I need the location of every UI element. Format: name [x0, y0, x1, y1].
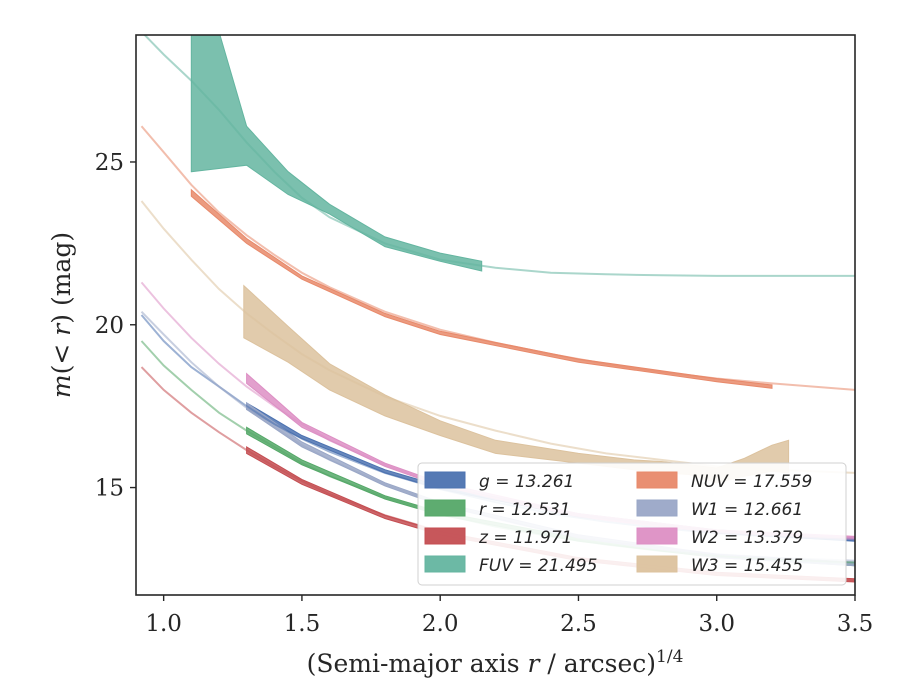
x-tick-label: 3.5: [837, 611, 874, 637]
curve-fuv: [143, 35, 855, 277]
legend: g = 13.261 r = 12.531 z = 11.971 FUV = 21.4…: [417, 462, 847, 586]
x-tick-label: 2.5: [560, 611, 597, 637]
y-tick-label: 25: [95, 150, 124, 176]
legend-label-r: r = 12.531: [479, 500, 571, 520]
band-fuv: [190, 35, 483, 272]
legend-label-nuv: NUV = 17.559: [691, 472, 812, 492]
band-nuv: [190, 188, 773, 389]
y-axis-label: m(< r) (mag): [47, 232, 76, 398]
plot-frame: [135, 34, 856, 596]
legend-swatch-z: [424, 527, 466, 545]
y-axis-ticks: 15 20 25: [95, 150, 136, 502]
legend-label-fuv: FUV = 21.495: [479, 556, 597, 576]
legend-swatch-w1: [636, 499, 678, 517]
legend-label-w1: W1 = 12.661: [691, 500, 803, 520]
legend-label-z: z = 11.971: [478, 528, 572, 548]
legend-label-w2: W2 = 13.379: [691, 528, 803, 548]
y-tick-label: 20: [95, 313, 124, 339]
legend-swatch-r: [424, 499, 466, 517]
curve-nuv: [140, 125, 855, 391]
band-w1: [246, 401, 855, 567]
band-g: [246, 402, 855, 542]
x-axis-ticks: 1.0 1.5 2.0 2.5 3.0 3.5: [145, 595, 873, 637]
legend-swatch-g: [424, 471, 466, 489]
legend-label-w3: W3 = 15.455: [691, 556, 803, 576]
x-tick-label: 3.0: [698, 611, 735, 637]
legend-swatch-w2: [636, 527, 678, 545]
legend-swatch-w3: [636, 555, 678, 573]
legend-swatch-fuv: [424, 555, 466, 573]
x-tick-label: 2.0: [422, 611, 459, 637]
curve-w3: [140, 200, 855, 474]
legend-label-g: g = 13.261: [479, 472, 574, 492]
x-tick-label: 1.0: [145, 611, 182, 637]
x-tick-label: 1.5: [284, 611, 321, 637]
x-axis-label: (Semi-major axis r / arcsec)1/4: [307, 647, 684, 678]
legend-swatch-nuv: [636, 471, 678, 489]
y-tick-label: 15: [95, 476, 124, 502]
legend-box: [417, 462, 847, 586]
